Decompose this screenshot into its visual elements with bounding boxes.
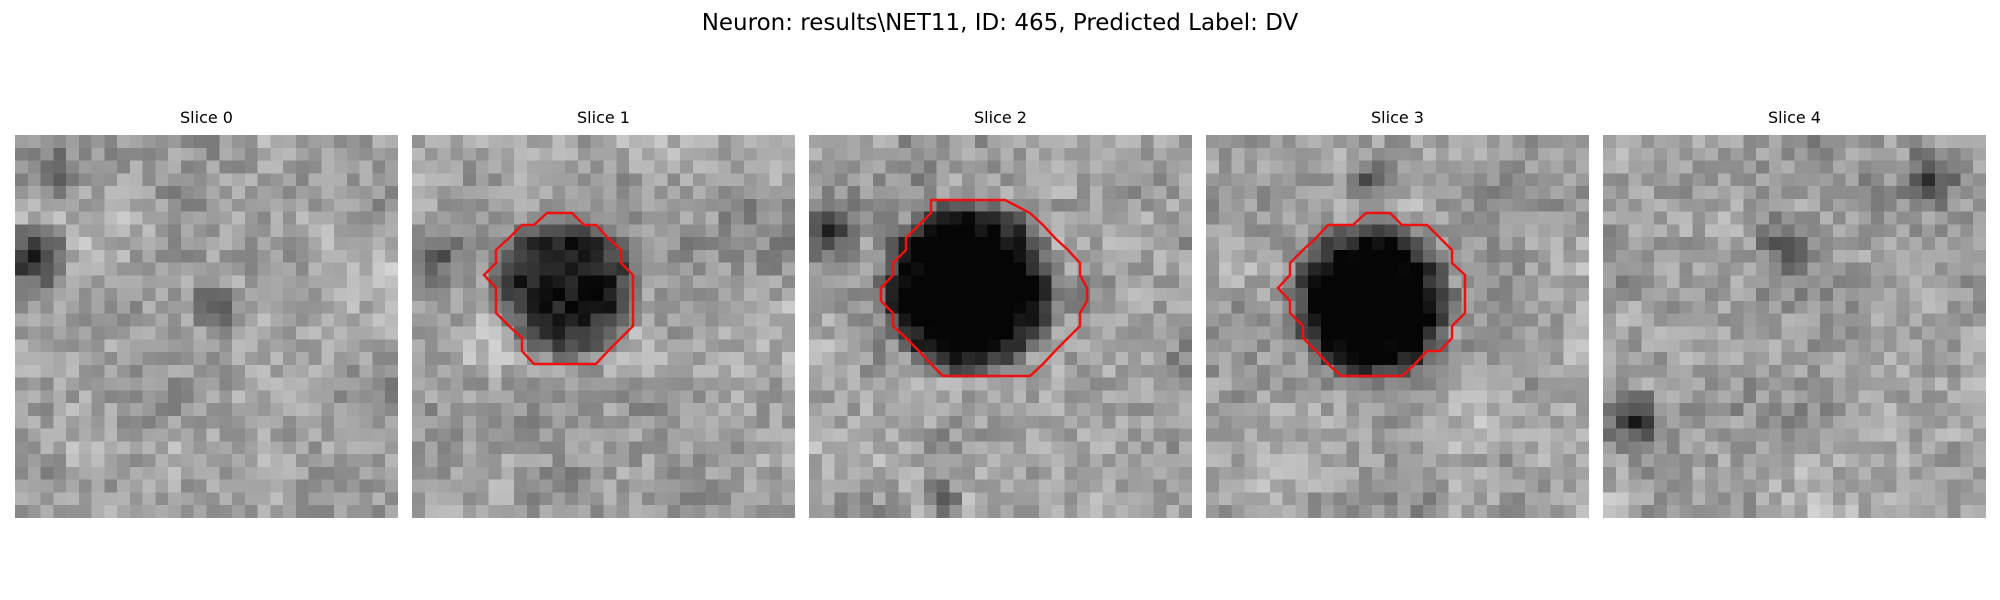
slice-image-0 bbox=[15, 135, 398, 518]
roi-contour-3 bbox=[1276, 211, 1467, 378]
slice-panel-0: Slice 0 bbox=[15, 108, 398, 518]
slice-title: Slice 3 bbox=[1371, 108, 1424, 127]
slice-panel-1: Slice 1 bbox=[412, 108, 795, 518]
slice-panel-2: Slice 2 bbox=[809, 108, 1192, 518]
slice-image-3 bbox=[1206, 135, 1589, 518]
slice-title: Slice 1 bbox=[577, 108, 630, 127]
figure-title: Neuron: results\NET11, ID: 465, Predicte… bbox=[701, 10, 1299, 36]
slice-image-1 bbox=[412, 135, 795, 518]
slice-image-4 bbox=[1603, 135, 1986, 518]
slice-title: Slice 4 bbox=[1768, 108, 1821, 127]
slice-panel-3: Slice 3 bbox=[1206, 108, 1589, 518]
roi-contour-1 bbox=[482, 211, 635, 366]
roi-contour-2 bbox=[879, 198, 1089, 378]
slice-title: Slice 2 bbox=[974, 108, 1027, 127]
slice-title: Slice 0 bbox=[180, 108, 233, 127]
slice-panel-4: Slice 4 bbox=[1603, 108, 1986, 518]
